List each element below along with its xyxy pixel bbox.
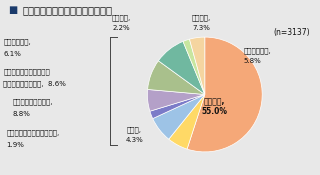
Text: 設計・デザイン人材,: 設計・デザイン人材,: [13, 98, 53, 105]
Wedge shape: [153, 94, 205, 139]
Text: 上記以外,: 上記以外,: [112, 14, 131, 21]
Text: 技能人材,: 技能人材,: [204, 97, 225, 106]
Text: 6.1%: 6.1%: [3, 51, 21, 57]
Text: 7.3%: 7.3%: [192, 25, 210, 31]
Text: ■: ■: [8, 5, 17, 15]
Wedge shape: [148, 61, 205, 94]
Text: 特に確保が課題となっている人材: 特に確保が課題となっている人材: [22, 5, 112, 15]
Text: 1.9%: 1.9%: [6, 142, 24, 148]
Text: 4.3%: 4.3%: [125, 137, 143, 143]
Wedge shape: [150, 94, 205, 119]
Wedge shape: [158, 41, 205, 94]
Text: 5.8%: 5.8%: [243, 58, 261, 64]
Wedge shape: [183, 39, 205, 95]
Text: 2.2%: 2.2%: [113, 25, 131, 31]
Wedge shape: [187, 37, 262, 152]
Text: 営業・販売、顧客へのア: 営業・販売、顧客へのア: [3, 68, 50, 75]
Text: (n=3137): (n=3137): [274, 28, 310, 37]
Wedge shape: [189, 37, 205, 95]
Text: 8.8%: 8.8%: [13, 111, 31, 117]
Text: 企画・マーケティング人材,: 企画・マーケティング人材,: [6, 130, 60, 136]
Text: フターサービス人材,  8.6%: フターサービス人材, 8.6%: [3, 81, 66, 87]
Text: 経営人材,: 経営人材,: [192, 14, 211, 21]
Wedge shape: [148, 89, 205, 111]
Text: 55.0%: 55.0%: [201, 107, 228, 117]
Text: 研究開発人材,: 研究開発人材,: [3, 39, 31, 45]
Text: デジタル人材,: デジタル人材,: [243, 47, 271, 54]
Wedge shape: [169, 94, 205, 149]
Text: 期間工,: 期間工,: [127, 126, 142, 133]
